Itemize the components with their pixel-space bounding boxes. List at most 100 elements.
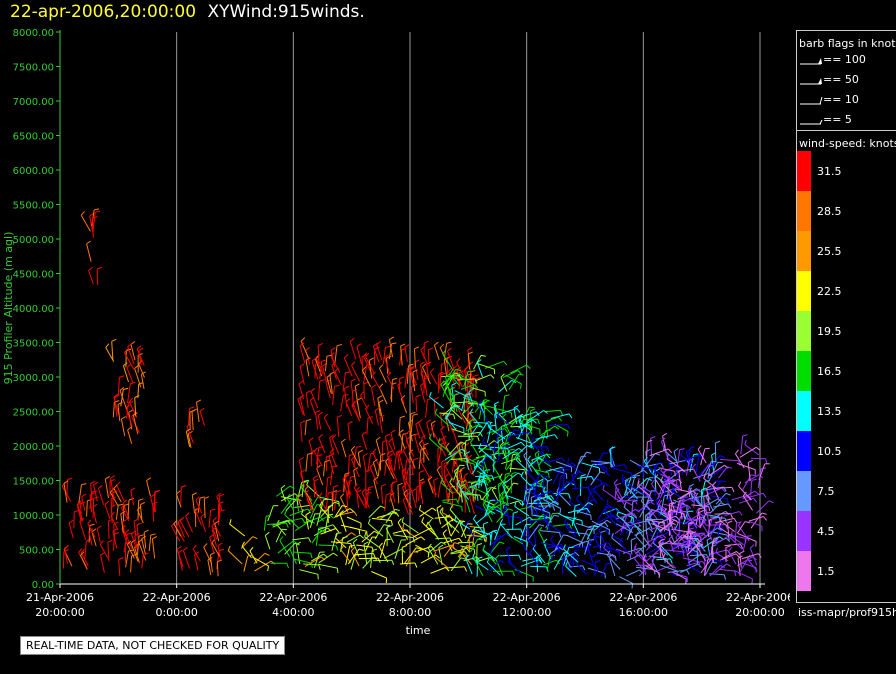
barb-sample-icon <box>800 96 823 105</box>
wind-barb <box>646 441 648 457</box>
wind-barb-flag <box>397 518 402 523</box>
wind-barb-flag <box>134 395 140 398</box>
barb-legend-row: == 5 <box>799 113 852 126</box>
wind-barb-flag <box>403 489 408 494</box>
wind-barb-flag <box>725 545 731 548</box>
wind-barb <box>361 492 370 508</box>
wind-barb <box>499 554 519 557</box>
wind-barb <box>600 563 608 577</box>
wind-barb <box>289 508 308 517</box>
wind-barb-flag <box>598 459 602 465</box>
wind-barb <box>115 505 119 520</box>
wind-barb <box>449 509 464 525</box>
wind-barb <box>425 399 428 418</box>
wind-barb-plot: 0.00500.001000.001500.002000.002500.0030… <box>2 28 790 637</box>
wind-barb <box>527 519 546 522</box>
wind-barb <box>344 388 348 408</box>
wind-barb-flag <box>378 399 384 404</box>
wind-barb-flag <box>513 482 519 485</box>
wind-barb-flag <box>711 561 718 564</box>
wind-barb <box>624 480 628 496</box>
wind-barb <box>581 462 600 469</box>
wind-barb-flag <box>595 535 601 538</box>
wind-barb <box>296 544 301 565</box>
wind-barb <box>673 499 688 507</box>
wind-barb <box>543 499 561 509</box>
wind-barb <box>712 480 722 493</box>
wind-barb-flag <box>546 460 551 466</box>
wind-barb <box>191 411 194 431</box>
wind-barb <box>353 470 357 486</box>
wind-barb <box>714 513 731 515</box>
wind-barb <box>346 534 361 543</box>
wind-barb <box>657 481 665 500</box>
wind-barb-flag <box>699 509 704 513</box>
wind-barb-flag <box>324 459 330 463</box>
wind-barb-flag <box>195 507 200 512</box>
wind-barb <box>545 422 549 438</box>
wind-barb-flag <box>420 361 425 365</box>
wind-barb-flag <box>491 424 497 427</box>
wind-barb <box>81 496 86 511</box>
wind-barb <box>736 521 746 534</box>
wind-barb <box>280 497 294 514</box>
wind-barb <box>329 374 333 394</box>
wind-barb <box>637 485 651 497</box>
wind-barb-flag <box>663 488 667 494</box>
wind-barb <box>442 501 462 507</box>
wind-barb <box>120 507 130 522</box>
wind-barb-flag <box>118 557 124 561</box>
wind-barb <box>404 347 408 362</box>
wind-barb <box>515 437 532 444</box>
wind-barb-flag <box>349 508 355 512</box>
wind-barb-flag <box>140 501 146 506</box>
wind-barb <box>513 407 518 424</box>
wind-barb <box>549 468 567 475</box>
wind-barb <box>444 476 453 493</box>
wind-barb-flag <box>379 414 385 419</box>
wind-barb <box>528 524 540 540</box>
wind-barb <box>380 486 384 504</box>
wind-barb <box>557 512 574 522</box>
wind-barb-flag <box>739 543 744 549</box>
wind-barb-flag <box>563 550 569 555</box>
wind-barb <box>353 487 364 504</box>
wind-barb-flag <box>529 548 533 554</box>
wind-barb <box>315 357 324 375</box>
wind-barb-flag <box>718 522 722 528</box>
wind-barb <box>305 360 310 377</box>
barb-legend-title: barb flags in knots <box>799 37 896 50</box>
wind-barb-flag <box>733 518 738 523</box>
wind-barb-flag <box>470 438 474 443</box>
speed-color-swatch <box>797 351 811 391</box>
wind-barb-flag <box>460 483 466 488</box>
wind-barb <box>505 374 522 385</box>
wind-barb-flag <box>726 537 731 543</box>
wind-barb <box>194 554 199 571</box>
wind-barb <box>590 471 601 486</box>
wind-barb <box>630 539 633 555</box>
wind-barb <box>211 525 218 540</box>
wind-barb <box>187 408 191 427</box>
wind-barb-flag <box>663 508 667 513</box>
wind-barb <box>194 510 202 526</box>
wind-barb <box>626 554 641 562</box>
wind-barb <box>415 396 418 412</box>
wind-barb-flag <box>311 449 317 453</box>
x-tick-date: 22-Apr-2006 <box>143 591 211 604</box>
wind-barb <box>418 443 430 461</box>
wind-barb-flag <box>499 519 504 524</box>
wind-barb-flag <box>688 527 694 530</box>
wind-barb-flag <box>726 563 732 567</box>
wind-barb <box>361 434 368 450</box>
wind-barb-flag <box>133 518 139 522</box>
wind-barb <box>667 511 673 529</box>
wind-barb <box>428 523 440 540</box>
wind-barb-flag <box>586 508 591 513</box>
wind-barb <box>203 498 206 519</box>
wind-barb <box>412 371 416 392</box>
wind-barb-flag <box>645 512 651 516</box>
wind-barb <box>456 458 475 465</box>
wind-barb-flag <box>410 433 416 437</box>
wind-barb-flag <box>176 546 182 550</box>
